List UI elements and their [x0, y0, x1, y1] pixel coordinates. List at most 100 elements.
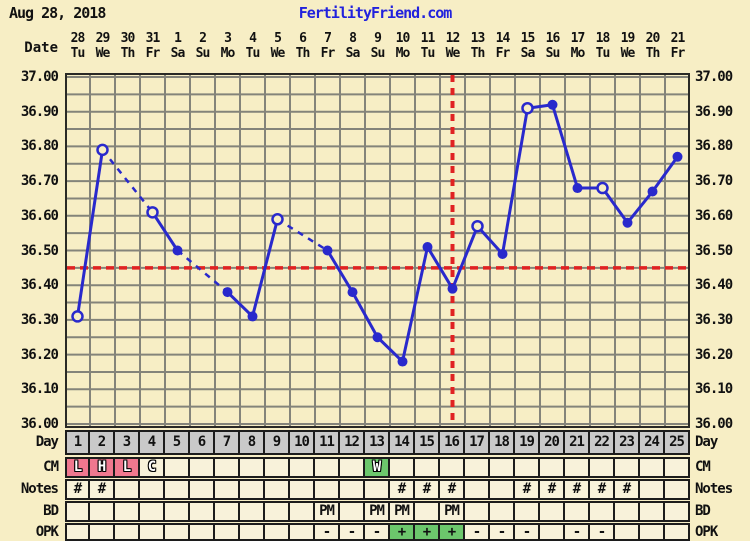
bd-cell-16[interactable]: PM: [438, 501, 465, 522]
bd-cell-18[interactable]: [488, 501, 515, 522]
notes-cell-25[interactable]: [663, 479, 690, 500]
temp-point-open-day-4[interactable]: [146, 206, 159, 219]
cm-cell-3[interactable]: L: [113, 457, 140, 478]
temp-point-day-14[interactable]: [397, 356, 408, 367]
opk-cell-5[interactable]: [163, 523, 190, 541]
day-cell-2[interactable]: 2: [88, 430, 115, 455]
cm-cell-8[interactable]: [238, 457, 265, 478]
cm-cell-9[interactable]: [263, 457, 290, 478]
opk-cell-4[interactable]: [138, 523, 165, 541]
opk-cell-12[interactable]: -: [338, 523, 365, 541]
cm-cell-14[interactable]: [388, 457, 415, 478]
opk-cell-13[interactable]: -: [363, 523, 390, 541]
notes-cell-16[interactable]: #: [438, 479, 465, 500]
notes-cell-17[interactable]: [463, 479, 490, 500]
bd-cell-24[interactable]: [638, 501, 665, 522]
day-cell-21[interactable]: 21: [563, 430, 590, 455]
cm-cell-23[interactable]: [613, 457, 640, 478]
bd-cell-17[interactable]: [463, 501, 490, 522]
cm-cell-4[interactable]: C: [138, 457, 165, 478]
temp-point-open-day-22[interactable]: [596, 181, 609, 195]
temp-point-day-15[interactable]: [422, 242, 433, 253]
bd-cell-1[interactable]: [65, 501, 90, 522]
cm-cell-5[interactable]: [163, 457, 190, 478]
day-cell-6[interactable]: 6: [188, 430, 215, 455]
day-cell-4[interactable]: 4: [138, 430, 165, 455]
cm-cell-6[interactable]: [188, 457, 215, 478]
day-cell-8[interactable]: 8: [238, 430, 265, 455]
bd-cell-25[interactable]: [663, 501, 690, 522]
bd-cell-7[interactable]: [213, 501, 240, 522]
day-cell-17[interactable]: 17: [463, 430, 490, 455]
opk-cell-6[interactable]: [188, 523, 215, 541]
temp-point-day-18[interactable]: [497, 248, 508, 259]
bd-cell-23[interactable]: [613, 501, 640, 522]
day-cell-16[interactable]: 16: [438, 430, 465, 455]
bd-cell-2[interactable]: [88, 501, 115, 522]
day-cell-7[interactable]: 7: [213, 430, 240, 455]
day-cell-22[interactable]: 22: [588, 430, 615, 455]
day-cell-24[interactable]: 24: [638, 430, 665, 455]
day-cell-25[interactable]: 25: [663, 430, 690, 455]
day-cell-10[interactable]: 10: [288, 430, 315, 455]
notes-cell-5[interactable]: [163, 479, 190, 500]
notes-cell-15[interactable]: #: [413, 479, 440, 500]
cm-cell-22[interactable]: [588, 457, 615, 478]
cm-cell-24[interactable]: [638, 457, 665, 478]
cm-cell-16[interactable]: [438, 457, 465, 478]
notes-cell-12[interactable]: [338, 479, 365, 500]
notes-cell-18[interactable]: [488, 479, 515, 500]
notes-cell-13[interactable]: [363, 479, 390, 500]
notes-cell-10[interactable]: [288, 479, 315, 500]
temp-point-day-11[interactable]: [322, 245, 333, 256]
bd-cell-13[interactable]: PM: [363, 501, 390, 522]
temp-point-open-day-2[interactable]: [96, 143, 109, 157]
bd-cell-5[interactable]: [163, 501, 190, 522]
opk-cell-15[interactable]: +: [413, 523, 440, 541]
bd-cell-19[interactable]: [513, 501, 540, 522]
temp-point-day-23[interactable]: [622, 217, 633, 228]
notes-cell-22[interactable]: #: [588, 479, 615, 500]
bd-cell-9[interactable]: [263, 501, 290, 522]
opk-cell-16[interactable]: +: [438, 523, 465, 541]
day-cell-12[interactable]: 12: [338, 430, 365, 455]
day-cell-23[interactable]: 23: [613, 430, 640, 455]
cm-cell-18[interactable]: [488, 457, 515, 478]
opk-cell-21[interactable]: -: [563, 523, 590, 541]
notes-cell-4[interactable]: [138, 479, 165, 500]
notes-cell-9[interactable]: [263, 479, 290, 500]
cm-cell-21[interactable]: [563, 457, 590, 478]
bd-cell-14[interactable]: PM: [388, 501, 415, 522]
opk-cell-14[interactable]: +: [388, 523, 415, 541]
notes-cell-24[interactable]: [638, 479, 665, 500]
opk-cell-25[interactable]: [663, 523, 690, 541]
opk-cell-20[interactable]: [538, 523, 565, 541]
day-cell-20[interactable]: 20: [538, 430, 565, 455]
opk-cell-24[interactable]: [638, 523, 665, 541]
notes-cell-19[interactable]: #: [513, 479, 540, 500]
temp-point-day-5[interactable]: [172, 245, 183, 256]
day-cell-15[interactable]: 15: [413, 430, 440, 455]
notes-cell-21[interactable]: #: [563, 479, 590, 500]
cm-cell-13[interactable]: W: [363, 457, 390, 478]
opk-cell-9[interactable]: [263, 523, 290, 541]
opk-cell-11[interactable]: -: [313, 523, 340, 541]
cm-cell-15[interactable]: [413, 457, 440, 478]
opk-cell-17[interactable]: -: [463, 523, 490, 541]
bd-cell-20[interactable]: [538, 501, 565, 522]
temp-point-open-day-17[interactable]: [471, 219, 484, 233]
temp-point-open-day-1[interactable]: [71, 310, 84, 323]
cm-cell-10[interactable]: [288, 457, 315, 478]
day-cell-19[interactable]: 19: [513, 430, 540, 455]
temp-point-day-7[interactable]: [222, 287, 233, 298]
cm-cell-19[interactable]: [513, 457, 540, 478]
day-cell-13[interactable]: 13: [363, 430, 390, 455]
notes-cell-3[interactable]: [113, 479, 140, 500]
temp-point-day-12[interactable]: [347, 287, 358, 298]
bd-cell-6[interactable]: [188, 501, 215, 522]
temp-point-day-8[interactable]: [247, 311, 258, 322]
notes-cell-7[interactable]: [213, 479, 240, 500]
day-cell-9[interactable]: 9: [263, 430, 290, 455]
day-cell-18[interactable]: 18: [488, 430, 515, 455]
temp-point-day-25[interactable]: [672, 151, 683, 162]
